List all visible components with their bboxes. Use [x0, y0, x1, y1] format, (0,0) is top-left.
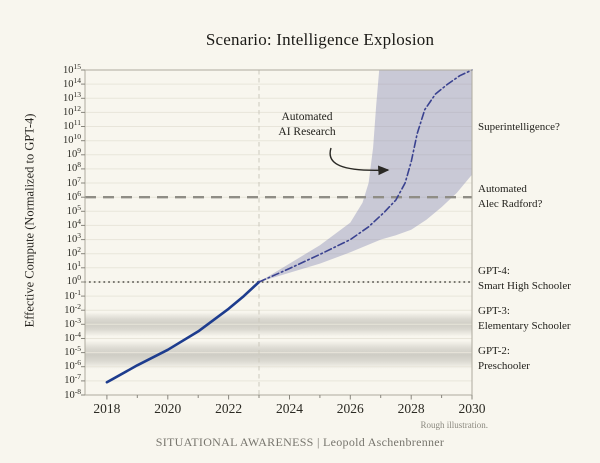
- automated-alec-radford-label: Automated Alec Radford?: [478, 183, 543, 210]
- plot-border: [84, 69, 473, 396]
- y-tick-label: 106: [66, 188, 81, 203]
- y-tick-label: 1010: [63, 132, 81, 147]
- historical-effective-compute: [105, 280, 261, 384]
- x-tick-label: 2024: [275, 401, 303, 416]
- y-tick-label: 10-2: [64, 301, 81, 316]
- y-tick-label: 107: [66, 174, 81, 189]
- y-tick-label: 10-6: [64, 358, 81, 373]
- x-tick-label: 2026: [336, 401, 364, 416]
- y-tick-label: 10-1: [64, 287, 81, 302]
- x-tick-label: 2028: [397, 401, 425, 416]
- gpt2-level-label: GPT-2: Preschooler: [478, 345, 530, 372]
- y-tick-label: 10-5: [64, 344, 81, 359]
- x-tick-label: 2030: [458, 401, 486, 416]
- superintelligence-label: Superintelligence?: [478, 121, 560, 133]
- figure-footer: SITUATIONAL AWARENESS | Leopold Aschenbr…: [155, 435, 445, 449]
- y-tick-label: 100: [66, 273, 81, 288]
- gpt4-level-label: GPT-4: Smart High Schooler: [478, 265, 571, 292]
- projection-uncertainty-band: [259, 70, 472, 282]
- projected-intelligence-explosion: [258, 69, 473, 283]
- y-tick-label: 1014: [63, 75, 81, 90]
- x-tick-label: 2020: [154, 401, 182, 416]
- gpt3-level-label: GPT-3: Elementary Schooler: [478, 305, 571, 332]
- chart-title: Scenario: Intelligence Explosion: [205, 30, 435, 49]
- y-tick-label: 105: [66, 202, 81, 217]
- y-tick-label: 104: [66, 216, 81, 231]
- y-tick-label: 1015: [63, 61, 81, 76]
- gpt2-capability-band: [85, 340, 472, 369]
- y-tick-label: 101: [66, 259, 81, 274]
- x-tick-label: 2022: [215, 401, 243, 416]
- y-tick-label: 1013: [63, 89, 81, 104]
- y-tick-label: 10-3: [64, 315, 81, 330]
- annotation-arrow: [329, 147, 390, 176]
- y-tick-label: 1011: [63, 118, 81, 133]
- y-tick-label: 108: [66, 160, 81, 175]
- y-tick-label: 103: [66, 231, 81, 246]
- y-tick-label: 109: [66, 146, 81, 161]
- rough-illustration-note: Rough illustration.: [420, 420, 489, 430]
- y-tick-label: 10-7: [64, 372, 81, 387]
- y-tick-label: 102: [66, 245, 81, 260]
- x-tick-label: 2018: [93, 401, 121, 416]
- y-tick-label: 1012: [63, 103, 81, 118]
- y-tick-label: 10-8: [64, 386, 81, 401]
- automated-ai-research-annotation: Automated AI Research: [278, 111, 336, 138]
- y-tick-label: 10-4: [64, 329, 81, 344]
